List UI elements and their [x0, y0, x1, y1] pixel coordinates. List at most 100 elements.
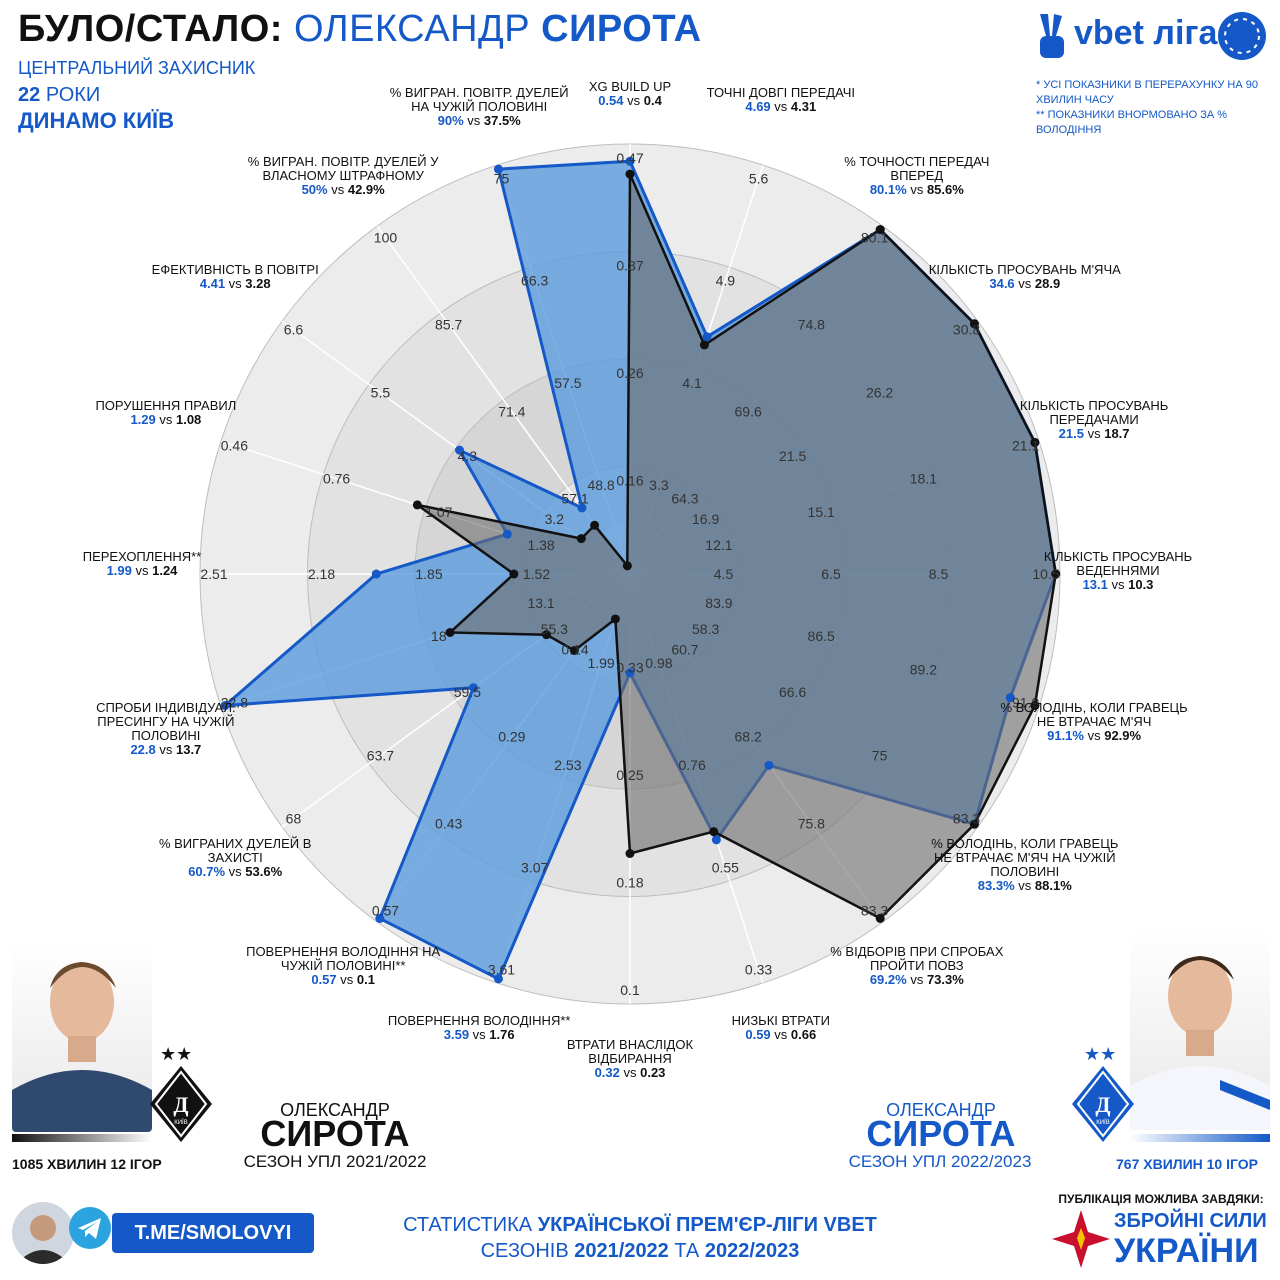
series-old-point-9 — [709, 827, 719, 837]
tick-label: 1.85 — [415, 566, 442, 582]
value-new: 0.32 — [594, 1065, 620, 1080]
left-season: СЕЗОН УПЛ 2021/2022 — [243, 1152, 427, 1171]
value-new: 0.59 — [745, 1027, 771, 1043]
tick-label: 83.9 — [705, 595, 732, 611]
value-new: 83.3% — [977, 877, 1015, 893]
tick-label: 75.8 — [798, 816, 825, 832]
tick-label: 21.1 — [1012, 437, 1039, 453]
tick-label: 66.6 — [779, 684, 806, 700]
left-minutes: 1085 ХВИЛИН 12 ІГОР — [12, 1156, 162, 1172]
axis-label-9: НИЗЬКІ ВТРАТИ 0.59 vs 0.66 — [681, 1014, 881, 1042]
value-new: 1.29 — [130, 412, 156, 428]
tick-label: 64.3 — [671, 490, 698, 506]
armed-forces-emblem-icon — [1052, 1210, 1110, 1273]
axis-name: КІЛЬКІСТЬ ПРОСУВАНЬ ВЕДЕННЯМИ — [1043, 549, 1193, 578]
tick-label: 18 — [431, 628, 447, 644]
value-old: 0.66 — [790, 1027, 817, 1043]
tick-label: 0.46 — [221, 437, 248, 453]
series-old-point-11 — [610, 614, 620, 624]
tick-label: 85.7 — [435, 316, 462, 332]
tick-label: 0.1 — [620, 982, 640, 998]
tick-label: 0.25 — [616, 767, 643, 783]
axis-values: 1.99 vs 1.24 — [42, 564, 242, 578]
tick-label: 4.3 — [458, 448, 478, 464]
tick-label: 15.1 — [808, 504, 835, 520]
tick-label: 68 — [286, 811, 302, 827]
value-new: 1.99 — [106, 563, 132, 578]
value-old: 4.31 — [790, 98, 817, 114]
league-logo-text: vbet ліга — [1074, 14, 1218, 52]
tick-label: 3.61 — [488, 962, 515, 978]
value-old: 18.7 — [1104, 426, 1130, 442]
left-player-last-name: СИРОТА — [260, 1113, 410, 1154]
axis-values: 0.32 vs 0.23 — [530, 1066, 730, 1080]
tick-label: 0.14 — [561, 642, 588, 658]
axis-label-2: % ТОЧНОСТІ ПЕРЕДАЧ ВПЕРЕД 80.1% vs 85.6% — [817, 155, 1017, 197]
axis-name: ЕФЕКТИВНІСТЬ В ПОВІТРІ — [151, 262, 319, 278]
tick-label: 1.52 — [523, 566, 550, 582]
tick-label: 10.5 — [1032, 566, 1059, 582]
tick-label: 8.5 — [929, 566, 949, 582]
tick-label: 6.6 — [284, 321, 304, 337]
title-last-name: СИРОТА — [541, 8, 702, 50]
tick-label: 0.16 — [616, 473, 643, 489]
tick-label: 5.6 — [749, 170, 769, 186]
tick-label: 1.38 — [527, 537, 554, 553]
axis-values: 21.5 vs 18.7 — [994, 427, 1194, 441]
series-old-point-8 — [875, 913, 885, 923]
right-minutes: 767 ХВИЛИН 10 ІГОР — [1116, 1156, 1258, 1172]
series-old-point-13 — [542, 630, 552, 640]
vs-text: vs — [623, 93, 644, 108]
stars-icon: ★★ — [160, 1044, 193, 1064]
value-old: 0.4 — [643, 93, 662, 108]
right-player-last-name: СИРОТА — [866, 1113, 1016, 1154]
value-new: 21.5 — [1058, 426, 1084, 442]
tick-label: 0.26 — [616, 365, 643, 381]
axis-name: % ВОЛОДІНЬ, КОЛИ ГРАВЕЦЬ НЕ ВТРАЧАЄ М'ЯЧ… — [931, 835, 1119, 879]
axis-label-3: КІЛЬКІСТЬ ПРОСУВАНЬ М'ЯЧА 34.6 vs 28.9 — [925, 263, 1125, 291]
tick-label: 74.8 — [798, 316, 825, 332]
tick-label: 75 — [494, 170, 510, 186]
value-old: 13.7 — [175, 741, 202, 757]
axis-name: ВТРАТИ ВНАСЛІДОК ВІДБИРАННЯ — [566, 1037, 694, 1066]
footer-caption: СТАТИСТИКА УКРАЇНСЬКОЇ ПРЕМ'ЄР-ЛІГИ VBET… — [330, 1212, 950, 1264]
tick-label: 0.29 — [498, 729, 525, 745]
axis-values: 90% vs 37.5% — [379, 112, 579, 128]
series-new-point-19 — [493, 164, 503, 174]
tick-label: 66.3 — [521, 273, 548, 289]
tick-label: 83.3 — [861, 903, 888, 919]
series-new-point-15 — [371, 569, 381, 579]
telegram-link[interactable]: T.ME/SMOLOVYI — [112, 1213, 314, 1253]
svg-text:Д: Д — [173, 1092, 188, 1117]
value-new: 60.7% — [188, 863, 226, 879]
axis-label-7: % ВОЛОДІНЬ, КОЛИ ГРАВЕЦЬ НЕ ВТРАЧАЄ М'ЯЧ… — [925, 835, 1125, 893]
value-old: 73.3% — [926, 971, 964, 987]
value-new: 91.1% — [1047, 727, 1084, 743]
tick-label: 3.2 — [545, 511, 565, 527]
footer-line2-a: СЕЗОНІВ — [480, 1240, 569, 1262]
right-player-first-name: ОЛЕКСАНДР — [886, 1100, 996, 1120]
vs-text: vs — [225, 276, 246, 292]
tick-label: 5.5 — [371, 385, 391, 401]
tick-label: 0.57 — [372, 903, 399, 919]
axis-label-13: % ВИГРАНИХ ДУЕЛЕЙ В ЗАХИСТІ 60.7% vs 53.6… — [135, 836, 335, 879]
axis-name: ПОРУШЕННЯ ПРАВИЛ — [95, 398, 237, 414]
value-old: 53.6% — [245, 863, 283, 879]
tick-label: 0.33 — [616, 660, 643, 676]
value-old: 0.1 — [356, 971, 375, 987]
axis-values: 4.41 vs 3.28 — [135, 277, 335, 291]
tick-label: 1.99 — [587, 655, 614, 671]
series-new-point-13 — [468, 683, 478, 693]
series-old-point-17 — [576, 534, 586, 544]
axis-values: 91.1% vs 92.9% — [994, 727, 1194, 743]
vs-text: vs — [469, 1027, 490, 1043]
stars-icon: ★★ — [1084, 1044, 1117, 1064]
footer-line1-b: УКРАЇНСЬКОЇ ПРЕМ'ЄР-ЛІГИ VBET — [537, 1214, 877, 1236]
tick-label: 3.07 — [521, 859, 548, 875]
axis-values: 22.8 vs 13.7 — [66, 741, 266, 757]
value-old: 37.5% — [483, 112, 521, 128]
tick-label: 69.6 — [735, 403, 762, 419]
tick-label: 21.5 — [779, 448, 806, 464]
series-new-point-8 — [764, 760, 774, 770]
right-season: СЕЗОН УПЛ 2022/2023 — [848, 1152, 1032, 1171]
